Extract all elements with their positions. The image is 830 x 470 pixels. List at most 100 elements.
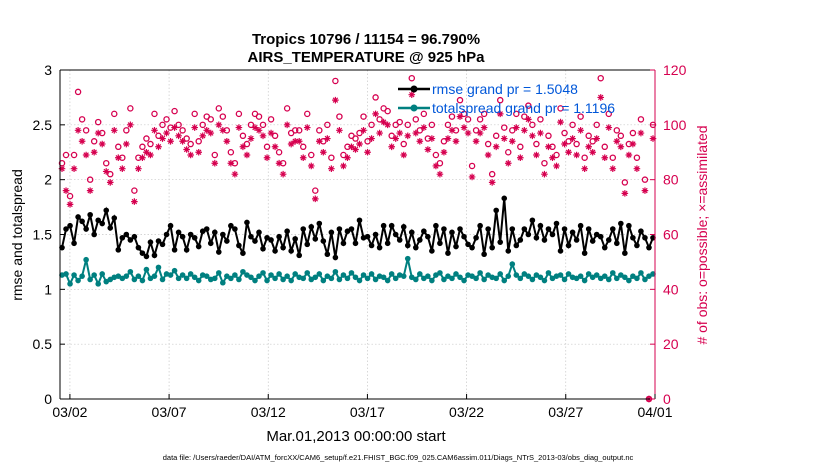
rmse-point	[376, 244, 383, 251]
spread-point	[320, 277, 327, 284]
obs-assimilated-marker	[211, 159, 219, 167]
obs-possible-marker	[111, 110, 118, 118]
obs-possible-marker	[388, 132, 395, 140]
obs-possible-marker	[581, 154, 588, 161]
rmse-point	[260, 245, 266, 252]
rmse-point	[429, 248, 435, 254]
rmse-point	[324, 251, 331, 258]
obs-assimilated-marker	[476, 129, 484, 137]
obs-assimilated-marker	[521, 127, 528, 134]
obs-possible-marker	[533, 140, 540, 148]
spread-point	[284, 273, 290, 279]
spread-point	[372, 276, 379, 283]
rmse-point	[622, 250, 628, 256]
obs-assimilated-marker	[529, 132, 536, 140]
rmse-point	[437, 240, 443, 247]
obs-assimilated-marker	[195, 148, 202, 156]
spread-point	[348, 270, 355, 276]
obs-possible-marker	[601, 143, 608, 151]
spread-point	[429, 277, 435, 284]
rmse-point	[79, 218, 85, 225]
rmse-point	[513, 242, 520, 249]
rmse-point	[489, 244, 495, 251]
obs-assimilated-marker	[247, 135, 255, 142]
obs-assimilated-marker	[203, 127, 211, 134]
obs-possible-marker	[215, 105, 223, 112]
obs-assimilated-marker	[565, 148, 572, 156]
obs-assimilated-marker	[573, 151, 580, 159]
obs-assimilated-marker	[388, 143, 395, 151]
obs-assimilated-marker	[500, 135, 508, 142]
obs-possible-marker	[513, 110, 520, 118]
spread-point	[505, 273, 512, 279]
obs-assimilated-marker	[183, 146, 190, 153]
obs-possible-marker	[617, 132, 625, 140]
obs-possible-marker	[609, 154, 617, 161]
obs-assimilated-marker	[557, 118, 564, 126]
obs-possible-marker	[456, 96, 464, 104]
obs-possible-marker	[352, 135, 359, 142]
rmse-point	[441, 226, 447, 232]
spread-point	[216, 270, 222, 276]
obs-assimilated-marker	[295, 137, 303, 145]
rmse-point	[646, 244, 652, 251]
obs-assimilated-marker	[472, 137, 480, 145]
spread-point	[248, 274, 254, 281]
obs-assimilated-marker	[384, 121, 391, 129]
x-tick-label: 03/07	[152, 404, 187, 420]
obs-assimilated-marker	[456, 113, 464, 120]
obs-assimilated-marker	[328, 165, 335, 172]
obs-assimilated-marker	[223, 137, 231, 145]
spread-point	[417, 271, 423, 277]
rmse-point	[465, 241, 471, 248]
obs-possible-marker	[179, 127, 186, 134]
obs-possible-marker	[529, 121, 536, 129]
spread-point	[473, 275, 479, 282]
spread-point	[139, 277, 146, 284]
obs-possible-marker	[191, 110, 198, 118]
obs-assimilated-marker	[589, 148, 596, 156]
rmse-point	[328, 229, 335, 236]
obs-assimilated-marker	[488, 179, 496, 186]
rmse-point	[155, 238, 162, 244]
data-file-footer: data file: /Users/raeder/DAI/ATM_forcXX/…	[163, 453, 634, 462]
obs-possible-marker	[360, 113, 367, 120]
rmse-point	[601, 244, 608, 251]
rmse-point	[175, 229, 182, 236]
rmse-point	[216, 249, 222, 255]
rmse-point	[59, 244, 65, 251]
spread-point	[336, 276, 343, 283]
rmse-point	[501, 195, 508, 202]
obs-possible-marker	[219, 113, 227, 120]
spread-point	[276, 271, 282, 277]
rmse-point	[312, 236, 319, 242]
spread-point	[67, 281, 73, 287]
rmse-point	[288, 248, 294, 254]
spread-point	[268, 272, 274, 278]
obs-possible-marker	[295, 127, 303, 134]
spread-point	[63, 271, 69, 277]
spread-point	[256, 273, 262, 279]
y-axis-label: rmse and totalspread	[9, 169, 25, 301]
obs-assimilated-marker	[66, 201, 74, 208]
y2-tick-label: 100	[663, 117, 687, 133]
rmse-point	[300, 226, 307, 232]
obs-assimilated-marker	[593, 135, 601, 142]
rmse-point	[83, 226, 89, 232]
spread-point	[517, 275, 524, 282]
rmse-point	[111, 215, 118, 221]
obs-possible-marker	[472, 127, 480, 134]
obs-assimilated-marker	[303, 124, 311, 131]
rmse-point	[348, 226, 355, 232]
rmse-point	[67, 222, 73, 229]
rmse-point	[469, 244, 475, 251]
chart-subtitle: AIRS_TEMPERATURE @ 925 hPa	[248, 49, 486, 66]
rmse-point	[252, 238, 258, 244]
obs-assimilated-marker	[131, 198, 138, 205]
obs-assimilated-marker	[468, 173, 476, 181]
rmse-point	[404, 242, 411, 249]
obs-possible-marker	[195, 138, 202, 145]
obs-possible-marker	[633, 154, 641, 161]
rmse-point	[127, 237, 134, 243]
spread-point	[364, 275, 371, 282]
